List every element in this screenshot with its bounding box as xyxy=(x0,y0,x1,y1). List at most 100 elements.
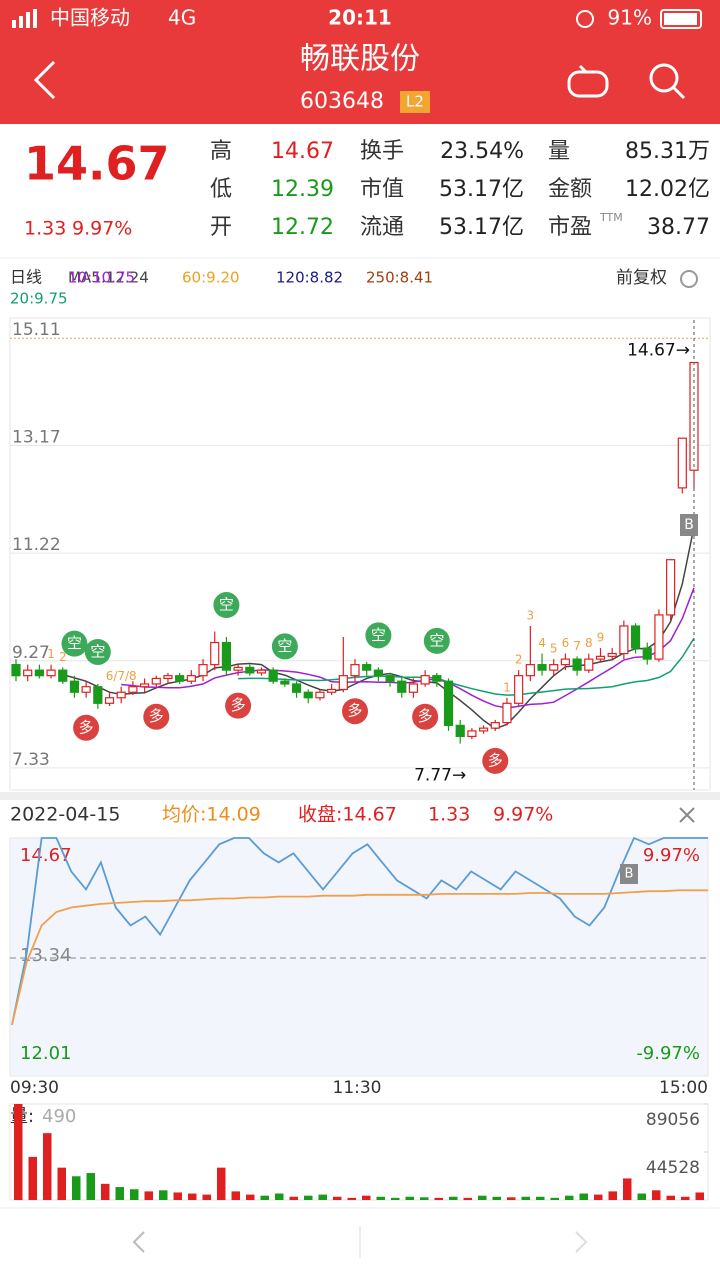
stat-value: 12.02亿 xyxy=(625,177,710,202)
volume-bar xyxy=(318,1194,327,1200)
volume-bar xyxy=(478,1195,487,1200)
battery-level: 91% xyxy=(608,6,652,30)
candle-body xyxy=(163,675,173,680)
volume-bar xyxy=(550,1197,559,1200)
candle-body xyxy=(23,669,33,677)
signal-badge xyxy=(342,698,368,725)
td-mark: 5 xyxy=(550,642,558,656)
signal-badge xyxy=(423,627,450,654)
stat-value: 38.77 xyxy=(647,215,710,240)
adjust: 前复权 xyxy=(616,268,667,288)
volume-bar xyxy=(637,1193,646,1200)
ma-line xyxy=(121,587,695,709)
volume-bar xyxy=(202,1194,211,1200)
td-mark: 6/7/8 xyxy=(106,669,137,683)
candle-body xyxy=(584,658,594,671)
network: 4G xyxy=(168,6,196,30)
y-tick-label: 13.34 xyxy=(20,945,72,966)
candle-body xyxy=(537,664,547,671)
td-mark: 3 xyxy=(527,608,535,622)
candle-body xyxy=(104,697,115,704)
td-mark: 1 xyxy=(503,680,511,694)
signal-badge xyxy=(225,692,252,719)
candle-body xyxy=(350,664,360,677)
x-tick-label: 15:00 xyxy=(659,1078,708,1098)
volume-bar xyxy=(666,1195,675,1200)
prev-arrow[interactable] xyxy=(132,1231,145,1253)
volume-bar xyxy=(565,1195,574,1200)
candle-body xyxy=(186,675,196,682)
volume-bar xyxy=(43,1133,52,1200)
volume-bar xyxy=(333,1196,342,1200)
stock-code: 603648 xyxy=(300,89,384,114)
candle-body xyxy=(34,669,44,677)
signal-label: 多 xyxy=(347,702,362,720)
badge: L2 xyxy=(406,93,424,111)
stat-label: 量 xyxy=(548,139,570,164)
volume-bar xyxy=(14,1104,23,1200)
candle-body xyxy=(93,686,103,704)
candle-body xyxy=(478,727,489,732)
y-tick-label: 13.17 xyxy=(12,427,61,447)
candle-body xyxy=(560,658,571,666)
lock-icon xyxy=(576,10,594,28)
x-tick-label: 09:30 xyxy=(10,1078,59,1098)
candle-body xyxy=(151,677,161,685)
ma-line xyxy=(238,637,695,696)
volume-bar xyxy=(246,1194,255,1200)
y-tick-label: 11.22 xyxy=(12,535,61,555)
td-mark: 6 xyxy=(562,636,570,650)
td-mark: 7 xyxy=(573,639,581,653)
volume-bar xyxy=(608,1191,617,1200)
search-icon[interactable] xyxy=(649,63,686,100)
settings-icon[interactable] xyxy=(680,270,698,288)
stat-value: 14.67 xyxy=(271,139,334,164)
candle-body xyxy=(514,675,524,704)
candle-body xyxy=(619,625,629,655)
y-tick-label: 7.33 xyxy=(12,750,50,770)
volume-bar xyxy=(463,1197,472,1200)
next-arrow[interactable] xyxy=(575,1231,588,1253)
candle-body xyxy=(385,675,395,682)
candle-body xyxy=(408,683,419,693)
min-label: 7.77→ xyxy=(414,766,466,786)
volume-bar xyxy=(681,1196,690,1200)
candle-body xyxy=(455,724,465,738)
close-button[interactable] xyxy=(679,807,695,823)
change: 1.33 xyxy=(24,218,66,240)
candle-body xyxy=(303,691,313,699)
signal-label: 多 xyxy=(231,696,246,714)
candle-body xyxy=(397,680,407,693)
candle-body xyxy=(677,437,687,489)
signal-badge xyxy=(271,633,298,660)
candle-body xyxy=(268,669,278,682)
x-tick-label: 11:30 xyxy=(333,1078,382,1098)
ma-label: 10:10.75 xyxy=(68,269,135,287)
candle-body xyxy=(233,666,243,671)
candle-body xyxy=(291,683,302,693)
stat-label: 高 xyxy=(210,139,232,164)
volume-bar xyxy=(362,1195,371,1200)
volume-bar xyxy=(275,1193,284,1200)
stock-name: 畅联股份 xyxy=(300,42,420,77)
back-button[interactable] xyxy=(33,60,56,100)
y-tick-label: 44528 xyxy=(646,1158,700,1178)
pct-label: -9.97% xyxy=(636,1043,700,1064)
volume-bar xyxy=(188,1193,197,1200)
date: 2022-04-15 xyxy=(10,804,120,826)
robot-icon[interactable] xyxy=(567,64,609,98)
candle-body xyxy=(373,669,383,677)
signal-badge xyxy=(213,592,240,619)
stat-value: 12.72 xyxy=(271,215,334,240)
candle-body xyxy=(502,702,512,724)
candle-body xyxy=(315,691,325,699)
candle-body xyxy=(139,683,150,688)
intraday-frame xyxy=(9,837,709,1077)
y-tick-label: 89056 xyxy=(646,1110,700,1130)
candle-body xyxy=(595,655,606,660)
volume-frame xyxy=(9,1103,709,1201)
candle-body xyxy=(654,614,664,660)
candle-body xyxy=(327,688,337,693)
signal-label: 多 xyxy=(418,707,433,725)
